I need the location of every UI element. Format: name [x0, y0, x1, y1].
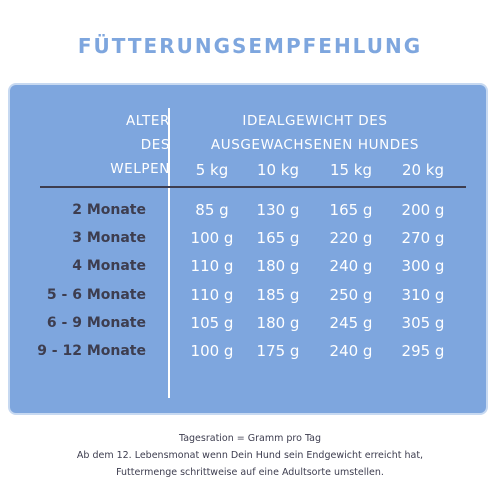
table-cell: 245 g [329, 314, 373, 332]
column-header-5kg: 5 kg [195, 161, 229, 179]
footer-note-line-2: Ab dem 12. Lebensmonat wenn Dein Hund se… [76, 450, 424, 461]
table-cell: 250 g [329, 286, 373, 304]
table-cell: 220 g [329, 229, 373, 247]
table-cell: 180 g [256, 257, 300, 275]
weight-header-line-1: IDEALGEWICHT DES [242, 113, 388, 129]
column-header-10kg: 10 kg [256, 161, 300, 179]
age-header-line-1: ALTER [125, 113, 170, 129]
row-label: 4 Monate [72, 258, 146, 274]
table-cell: 180 g [256, 314, 300, 332]
table-cell: 85 g [195, 201, 229, 219]
table-cell: 130 g [256, 201, 300, 219]
table-cell: 295 g [401, 342, 445, 360]
table-cell: 105 g [190, 314, 234, 332]
table-cell: 100 g [190, 342, 234, 360]
row-label: 6 - 9 Monate [46, 315, 146, 331]
table-cell: 200 g [401, 201, 445, 219]
page-title: FÜTTERUNGSEMPFEHLUNG [77, 34, 423, 58]
row-label: 9 - 12 Monate [37, 343, 146, 359]
table-cell: 240 g [329, 257, 373, 275]
row-label: 3 Monate [72, 230, 146, 246]
table-cell: 185 g [256, 286, 300, 304]
row-label: 2 Monate [72, 202, 146, 218]
column-divider [168, 108, 170, 398]
table-cell: 110 g [190, 257, 234, 275]
age-header-line-2: DES [140, 137, 170, 153]
age-header-line-3: WELPEN [110, 161, 170, 177]
table-cell: 165 g [329, 201, 373, 219]
weight-header-line-2: AUSGEWACHSENEN HUNDES [210, 137, 420, 153]
table-cell: 100 g [190, 229, 234, 247]
table-cell: 305 g [401, 314, 445, 332]
footer-note-line-3: Futtermenge schrittweise auf eine Adults… [116, 467, 384, 478]
row-label: 5 - 6 Monate [46, 287, 146, 303]
table-cell: 310 g [401, 286, 445, 304]
table-cell: 270 g [401, 229, 445, 247]
table-cell: 240 g [329, 342, 373, 360]
footer-note-definition: Tagesration = Gramm pro Tag [178, 433, 322, 444]
column-header-20kg: 20 kg [401, 161, 445, 179]
table-cell: 165 g [256, 229, 300, 247]
header-divider [40, 186, 466, 188]
feeding-table-panel [10, 85, 486, 413]
table-cell: 175 g [256, 342, 300, 360]
column-header-15kg: 15 kg [329, 161, 373, 179]
table-cell: 300 g [401, 257, 445, 275]
table-cell: 110 g [190, 286, 234, 304]
